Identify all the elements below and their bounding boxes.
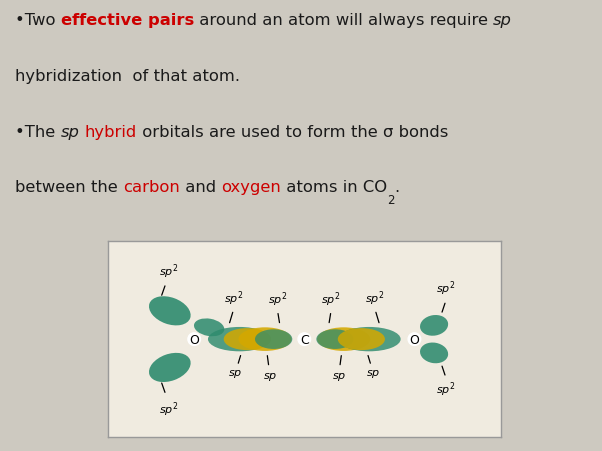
Text: O: O [189,333,199,346]
Text: $sp^2$: $sp^2$ [365,289,385,307]
Text: orbitals are used to form the σ bonds: orbitals are used to form the σ bonds [137,124,448,139]
Text: •The: •The [15,124,61,139]
Text: carbon: carbon [123,180,180,195]
Ellipse shape [149,353,191,382]
Text: $sp$: $sp$ [366,368,380,380]
Ellipse shape [338,328,385,350]
Text: atoms in CO: atoms in CO [281,180,387,195]
Text: $sp^2$: $sp^2$ [224,289,243,307]
Text: effective pairs: effective pairs [61,13,194,28]
Text: •Two: •Two [15,13,61,28]
Text: $sp$: $sp$ [262,370,277,382]
Circle shape [188,333,200,345]
Ellipse shape [194,319,225,336]
Text: $sp^2$: $sp^2$ [321,290,341,308]
Circle shape [408,333,421,345]
Text: $sp$: $sp$ [228,368,243,380]
Ellipse shape [224,328,271,350]
Text: $sp$: $sp$ [332,370,346,382]
Text: between the: between the [15,180,123,195]
Text: 2: 2 [387,193,394,206]
Ellipse shape [420,343,448,364]
Ellipse shape [208,327,271,351]
Text: O: O [409,333,420,346]
Ellipse shape [149,297,191,326]
Ellipse shape [316,330,353,349]
Ellipse shape [255,330,293,349]
Text: sp: sp [493,13,512,28]
Ellipse shape [420,315,448,336]
Text: $sp^2$: $sp^2$ [159,262,178,281]
Text: sp: sp [61,124,79,139]
Text: $sp^2$: $sp^2$ [268,290,287,308]
Text: $sp^2$: $sp^2$ [436,279,456,298]
Text: .: . [394,180,400,195]
Text: $sp^2$: $sp^2$ [159,399,178,418]
Circle shape [298,333,311,345]
Text: and: and [180,180,221,195]
Text: $sp^2$: $sp^2$ [436,379,456,398]
Text: oxygen: oxygen [221,180,281,195]
Ellipse shape [238,327,291,351]
Text: hybrid: hybrid [85,124,137,139]
Text: C: C [300,333,309,346]
Ellipse shape [317,327,370,351]
Text: hybridization  of that atom.: hybridization of that atom. [15,69,240,84]
Ellipse shape [338,327,401,351]
Text: around an atom will always require: around an atom will always require [194,13,493,28]
